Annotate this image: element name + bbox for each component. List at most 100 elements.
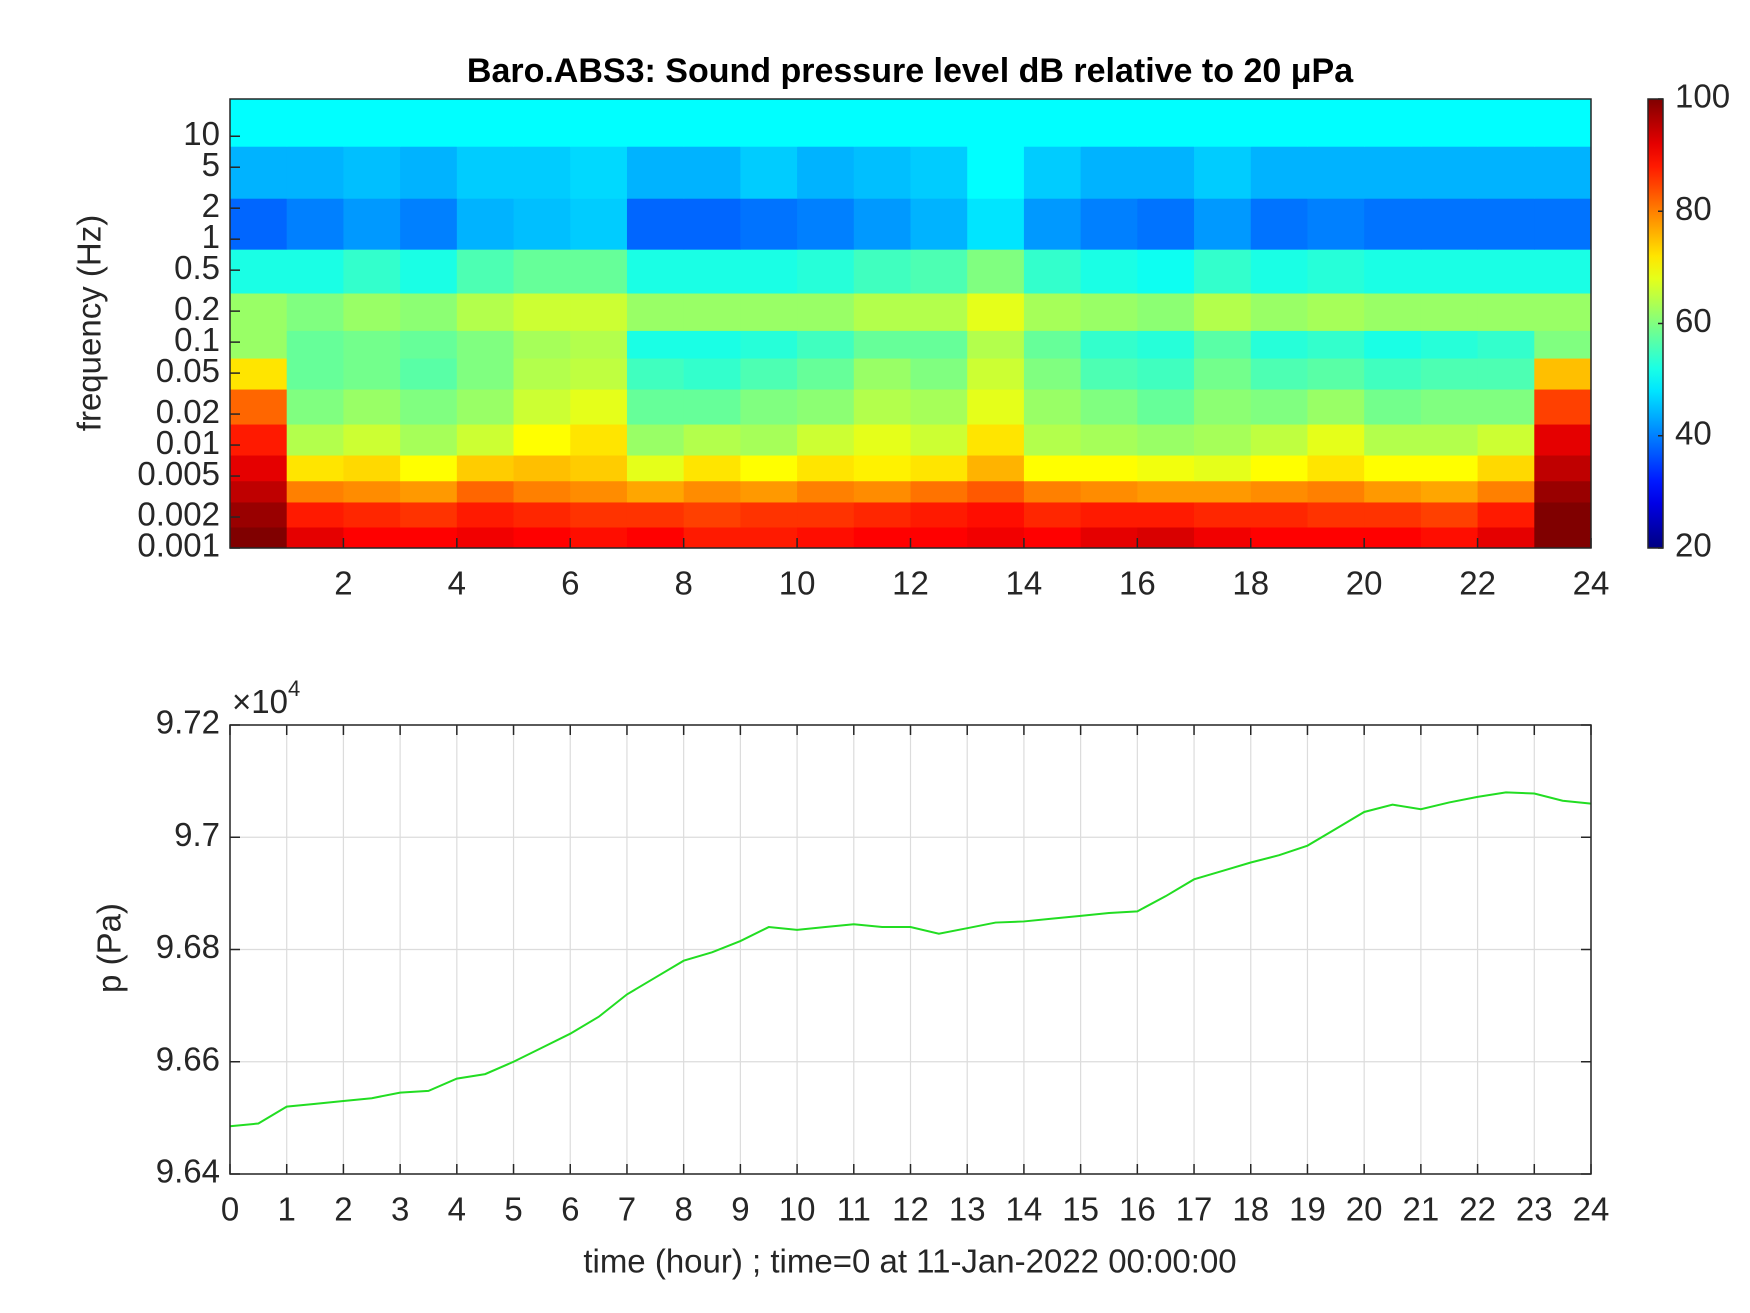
heat-cell bbox=[853, 293, 911, 331]
heat-cell bbox=[967, 480, 1025, 503]
heat-cell bbox=[343, 501, 401, 528]
heat-cell bbox=[286, 146, 344, 199]
heat-cell bbox=[456, 146, 515, 199]
heat-cell bbox=[230, 389, 288, 425]
heat-cell bbox=[456, 455, 515, 482]
heat-cell bbox=[1420, 389, 1479, 425]
heat-cell bbox=[853, 198, 911, 250]
x-tick-label: 4 bbox=[448, 565, 466, 602]
heat-cell bbox=[230, 330, 288, 359]
heat-cell bbox=[1137, 99, 1195, 147]
heat-cell bbox=[1194, 146, 1252, 199]
heat-cell bbox=[797, 501, 855, 528]
heat-cell bbox=[570, 455, 628, 482]
heat-cell bbox=[400, 480, 458, 503]
heat-cell bbox=[626, 293, 685, 331]
heat-cell bbox=[740, 146, 798, 199]
heat-cell bbox=[1477, 358, 1535, 390]
heat-cell bbox=[1023, 480, 1082, 503]
colorbar-tick-label: 100 bbox=[1675, 78, 1730, 115]
x-tick-label: 17 bbox=[1176, 1191, 1213, 1228]
heat-cell bbox=[626, 330, 685, 359]
x-tick-label: 16 bbox=[1119, 1191, 1156, 1228]
heat-cell bbox=[626, 501, 685, 528]
heat-cell bbox=[1420, 424, 1479, 456]
x-tick-label: 16 bbox=[1119, 565, 1156, 602]
heat-cell bbox=[1307, 389, 1365, 425]
heat-cell bbox=[1307, 526, 1365, 549]
heat-cell bbox=[797, 455, 855, 482]
heat-cell bbox=[683, 358, 741, 390]
heat-cell bbox=[1137, 198, 1195, 250]
heat-cell bbox=[626, 424, 685, 456]
heat-cell bbox=[400, 99, 458, 147]
heat-cell bbox=[683, 146, 741, 199]
heat-cell bbox=[740, 389, 798, 425]
heat-cell bbox=[910, 358, 968, 390]
heat-cell bbox=[797, 293, 855, 331]
heat-cell bbox=[1364, 249, 1422, 294]
heat-cell bbox=[910, 249, 968, 294]
heat-cell bbox=[1137, 480, 1195, 503]
x-tick-label: 13 bbox=[949, 1191, 986, 1228]
heat-cell bbox=[1194, 501, 1252, 528]
heat-cell bbox=[456, 249, 515, 294]
heat-cell bbox=[967, 99, 1025, 147]
exponent-base: ×10 bbox=[232, 683, 288, 720]
heat-cell bbox=[1080, 146, 1138, 199]
heat-cell bbox=[1420, 99, 1479, 147]
x-tick-label: 10 bbox=[779, 1191, 816, 1228]
heat-cell bbox=[513, 249, 571, 294]
heat-cell bbox=[456, 424, 515, 456]
heat-cell bbox=[683, 249, 741, 294]
heat-cell bbox=[1534, 249, 1592, 294]
heat-cell bbox=[683, 526, 741, 549]
y-tick-label: 0.5 bbox=[174, 249, 220, 286]
heat-cell bbox=[1194, 249, 1252, 294]
heat-cell bbox=[570, 198, 628, 250]
heat-cell bbox=[626, 526, 685, 549]
heat-cell bbox=[1023, 198, 1082, 250]
x-tick-label: 22 bbox=[1459, 565, 1496, 602]
heat-cell bbox=[797, 358, 855, 390]
x-tick-label: 2 bbox=[334, 1191, 352, 1228]
heat-cell bbox=[1477, 293, 1535, 331]
heat-cell bbox=[853, 358, 911, 390]
heat-cell bbox=[1250, 389, 1308, 425]
heat-cell bbox=[1534, 99, 1592, 147]
heat-cell bbox=[1023, 389, 1082, 425]
heat-cell bbox=[456, 501, 515, 528]
heat-cell bbox=[853, 526, 911, 549]
heat-cell bbox=[1477, 526, 1535, 549]
y-tick-label: 0.05 bbox=[156, 352, 220, 389]
heat-cell bbox=[1194, 330, 1252, 359]
heat-cell bbox=[343, 99, 401, 147]
heat-cell bbox=[286, 330, 344, 359]
heat-cell bbox=[343, 146, 401, 199]
y-tick-label: 9.66 bbox=[156, 1040, 220, 1077]
x-tick-label: 21 bbox=[1403, 1191, 1440, 1228]
heat-cell bbox=[1250, 198, 1308, 250]
heat-cell bbox=[286, 526, 344, 549]
x-tick-label: 18 bbox=[1232, 1191, 1269, 1228]
y-exponent: ×104 bbox=[232, 676, 300, 720]
heat-cell bbox=[853, 146, 911, 199]
x-tick-label: 8 bbox=[674, 565, 692, 602]
heat-cell bbox=[740, 293, 798, 331]
heat-cell bbox=[1307, 249, 1365, 294]
heat-cell bbox=[853, 480, 911, 503]
heat-cell bbox=[343, 198, 401, 250]
heat-cell bbox=[910, 99, 968, 147]
heat-cell bbox=[740, 249, 798, 294]
heat-cell bbox=[1420, 526, 1479, 549]
heat-cell bbox=[1364, 480, 1422, 503]
exponent-power: 4 bbox=[288, 676, 300, 701]
heat-cell bbox=[797, 249, 855, 294]
heat-cell bbox=[1364, 455, 1422, 482]
heat-cell bbox=[570, 99, 628, 147]
heat-cell bbox=[1364, 389, 1422, 425]
heat-cell bbox=[400, 293, 458, 331]
heat-cell bbox=[456, 99, 515, 147]
heat-cell bbox=[1194, 424, 1252, 456]
heat-cell bbox=[513, 424, 571, 456]
